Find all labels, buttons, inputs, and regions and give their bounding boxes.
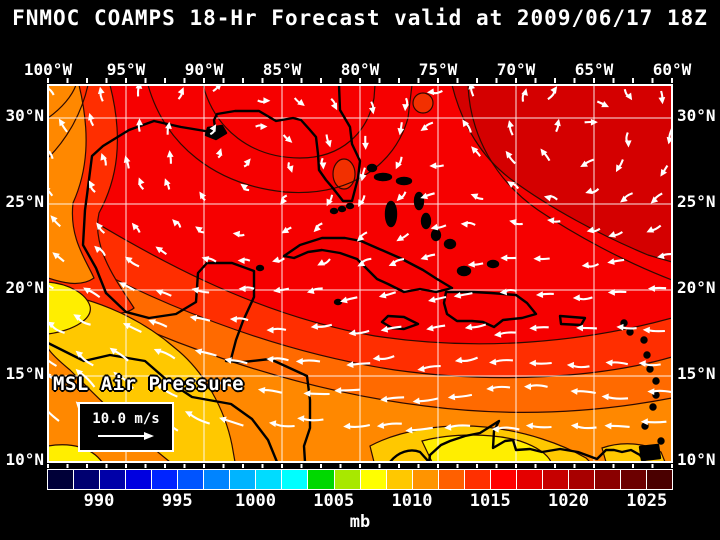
colorbar-segment xyxy=(48,470,74,489)
lon-label: 90°W xyxy=(184,60,224,79)
field-label: MSL Air Pressure xyxy=(53,373,245,395)
colorbar-tick: 995 xyxy=(161,491,193,511)
lat-label: 20°N xyxy=(5,278,44,297)
colorbar-segment xyxy=(256,470,282,489)
colorbar-segment xyxy=(230,470,256,489)
lon-label: 80°W xyxy=(340,60,380,79)
lat-label: 30°N xyxy=(5,106,44,125)
colorbar-segment xyxy=(386,470,412,489)
lat-label: 10°N xyxy=(677,450,716,469)
colorbar-segment xyxy=(152,470,178,489)
lon-label: 65°W xyxy=(574,60,614,79)
lat-label: 25°N xyxy=(5,192,44,211)
colorbar-segment xyxy=(282,470,308,489)
colorbar-tick: 1025 xyxy=(626,491,668,511)
colorbar-segment xyxy=(334,470,360,489)
wind-scale-arrow xyxy=(98,432,154,440)
colorbar-segment xyxy=(464,470,490,489)
lon-label: 85°W xyxy=(262,60,302,79)
wind-arrows xyxy=(48,85,672,434)
colorbar-unit-label: mb xyxy=(349,512,371,532)
lon-label: 100°W xyxy=(23,60,73,79)
colorbar-segment xyxy=(568,470,594,489)
colorbar-segment xyxy=(516,470,542,489)
colorbar-segment xyxy=(100,470,126,489)
axis-ticks xyxy=(47,78,673,468)
colorbar-segment xyxy=(178,470,204,489)
colorbar-segment xyxy=(412,470,438,489)
colorbar-segment xyxy=(126,470,152,489)
lon-label: 95°W xyxy=(106,60,146,79)
lon-label: 75°W xyxy=(418,60,458,79)
colorbar-segment xyxy=(490,470,516,489)
lat-label: 10°N xyxy=(5,450,44,469)
colorbar-segment xyxy=(647,470,673,489)
colorbar-tick: 1000 xyxy=(235,491,276,511)
colorbar-tick: 1020 xyxy=(548,491,589,511)
colorbar-segment xyxy=(74,470,100,489)
colorbar-segment xyxy=(360,470,386,489)
colorbar-segment xyxy=(438,470,464,489)
wind-scale-legend: 10.0 m/s xyxy=(78,402,174,452)
colorbar xyxy=(47,469,673,490)
colorbar-segment xyxy=(542,470,568,489)
colorbar-segment xyxy=(621,470,647,489)
lat-label: 30°N xyxy=(677,106,716,125)
colorbar-tick: 1010 xyxy=(391,491,433,511)
colorbar-tick: 1015 xyxy=(469,491,511,511)
lat-label: 25°N xyxy=(677,192,716,211)
colorbar-tick: 1005 xyxy=(313,491,355,511)
colorbar-segment xyxy=(594,470,621,489)
wind-scale-label: 10.0 m/s xyxy=(92,411,160,427)
lat-label: 15°N xyxy=(677,364,716,383)
lon-label: 70°W xyxy=(496,60,536,79)
page-title: FNMOC COAMPS 18-Hr Forecast valid at 200… xyxy=(12,6,708,30)
lon-label: 60°W xyxy=(652,60,692,79)
colorbar-segment xyxy=(204,470,230,489)
coastlines xyxy=(48,85,665,462)
colorbar-segment xyxy=(308,470,334,489)
map-content xyxy=(48,85,672,462)
colorbar-tick: 990 xyxy=(83,491,115,511)
lat-label: 20°N xyxy=(677,278,716,297)
lat-label: 15°N xyxy=(5,364,44,383)
map-border xyxy=(47,84,673,463)
